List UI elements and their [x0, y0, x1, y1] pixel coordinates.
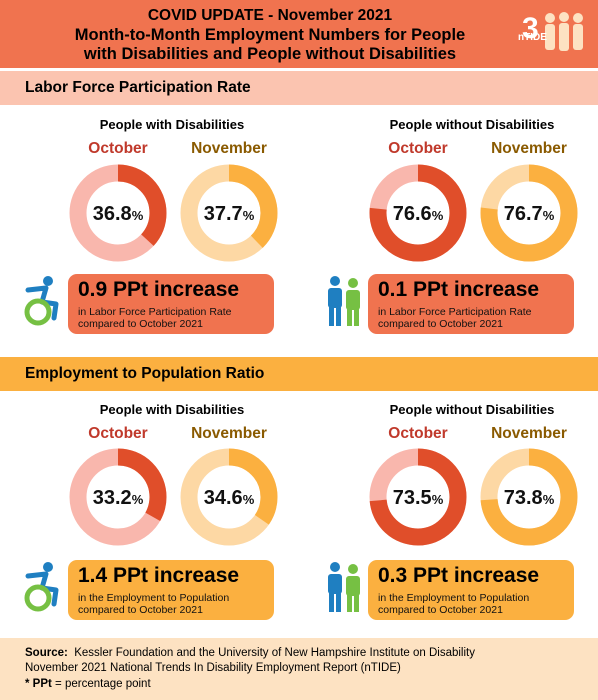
footer-ppt-note: * PPt = percentage point [25, 678, 151, 690]
callout-box: 0.1 PPt increase in Labor Force Particip… [368, 274, 574, 334]
donut-segment [480, 164, 578, 262]
logo-text: nTIDE [518, 32, 547, 43]
month-label-november: November [191, 425, 267, 442]
title-line-2: Month-to-Month Employment Numbers for Pe… [74, 26, 466, 44]
callout-line-1: in the Employment to Population [378, 592, 530, 604]
callout-line-1: in the Employment to Population [78, 592, 230, 604]
month-label-october: October [388, 140, 448, 157]
donut-segment [369, 164, 467, 262]
callout-line-2: compared to October 2021 [78, 604, 203, 616]
donut-value: 33.2 [93, 487, 132, 509]
callout-line-1: in Labor Force Participation Rate [378, 306, 532, 318]
svg-text:34.6%: 34.6% [204, 487, 255, 509]
month-label-october: October [388, 425, 448, 442]
donut-segment [180, 164, 278, 262]
footer-source: Source: Kessler Foundation and the Unive… [25, 647, 475, 659]
svg-text:33.2%: 33.2% [93, 487, 144, 509]
donut-segment [480, 448, 578, 546]
donut-value: 36.8 [93, 203, 132, 225]
svg-text:76.6%: 76.6% [393, 203, 444, 225]
donut-segment [69, 448, 167, 546]
donut-value: 76.7 [504, 203, 543, 225]
group-label: People with Disabilities [99, 402, 245, 417]
donut-chart: 37.7% [180, 164, 278, 262]
section-band-epop: Employment to Population Ratio [0, 357, 598, 391]
month-label-november: November [491, 425, 567, 442]
donut-value: 34.6 [204, 487, 243, 509]
section-title-epop: Employment to Population Ratio [25, 365, 265, 382]
month-label-november: November [491, 140, 567, 157]
svg-text:36.8%: 36.8% [93, 203, 144, 225]
wheelchair-icon [24, 276, 59, 326]
callout-detail: in Labor Force Participation Rate compar… [378, 306, 568, 330]
people-icon [328, 276, 360, 326]
donut-chart: 76.6% [369, 164, 467, 262]
callout-line-1: in Labor Force Participation Rate [78, 306, 232, 318]
section-band-lfpr: Labor Force Participation Rate [0, 71, 598, 105]
people-icon [328, 562, 360, 612]
section-title-lfpr: Labor Force Participation Rate [25, 79, 251, 96]
callout-detail: in Labor Force Participation Rate compar… [78, 306, 268, 330]
donut-chart: 73.5% [369, 448, 467, 546]
donut-segment [369, 448, 467, 546]
svg-text:73.5%: 73.5% [393, 487, 444, 509]
ppt-label: * PPt [25, 678, 52, 690]
donut-chart: 36.8% [69, 164, 167, 262]
wheelchair-icon [24, 562, 59, 612]
callout-box: 0.9 PPt increase in Labor Force Particip… [68, 274, 274, 334]
group-label: People with Disabilities [99, 117, 245, 132]
callout-line-2: compared to October 2021 [378, 318, 503, 330]
svg-text:73.8%: 73.8% [504, 487, 555, 509]
source-label: Source: [25, 647, 68, 659]
callout-headline: 1.4 PPt increase [78, 564, 240, 587]
donut-value: 37.7 [204, 203, 243, 225]
svg-text:76.7%: 76.7% [504, 203, 555, 225]
callout-box: 1.4 PPt increase in the Employment to Po… [68, 560, 274, 620]
month-label-november: November [191, 140, 267, 157]
footer-report: November 2021 National Trends In Disabil… [25, 662, 401, 674]
footer: Source: Kessler Foundation and the Unive… [0, 638, 598, 700]
callout-headline: 0.3 PPt increase [378, 564, 540, 587]
donut-chart: 73.8% [480, 448, 578, 546]
callout-line-2: compared to October 2021 [378, 604, 503, 616]
svg-text:37.7%: 37.7% [204, 203, 255, 225]
callout-detail: in the Employment to Population compared… [378, 592, 568, 616]
ntide-logo-icon: 3 [522, 12, 583, 51]
donut-value: 73.5 [393, 487, 432, 509]
svg-text:3: 3 [522, 12, 539, 45]
title-line-1: COVID UPDATE - November 2021 [147, 7, 393, 24]
donut-segment [180, 448, 278, 546]
callout-headline: 0.9 PPt increase [78, 278, 240, 301]
callout-detail: in the Employment to Population compared… [78, 592, 268, 616]
header-banner: COVID UPDATE - November 2021 Month-to-Mo… [0, 0, 598, 68]
donut-value: 73.8 [504, 487, 543, 509]
month-label-october: October [88, 140, 148, 157]
ppt-text: = percentage point [55, 678, 151, 690]
group-label: People without Disabilities [389, 402, 555, 417]
callout-headline: 0.1 PPt increase [378, 278, 540, 301]
donut-value: 76.6 [393, 203, 432, 225]
callout-line-2: compared to October 2021 [78, 318, 203, 330]
callout-box: 0.3 PPt increase in the Employment to Po… [368, 560, 574, 620]
donut-chart: 33.2% [69, 448, 167, 546]
title-line-3: with Disabilities and People without Dis… [83, 45, 457, 63]
donut-chart: 76.7% [480, 164, 578, 262]
donut-segment [69, 164, 167, 262]
group-label: People without Disabilities [389, 117, 555, 132]
donut-chart: 34.6% [180, 448, 278, 546]
source-text: Kessler Foundation and the University of… [74, 647, 475, 659]
month-label-october: October [88, 425, 148, 442]
title-lines: Month-to-Month Employment Numbers for Pe… [0, 26, 540, 64]
